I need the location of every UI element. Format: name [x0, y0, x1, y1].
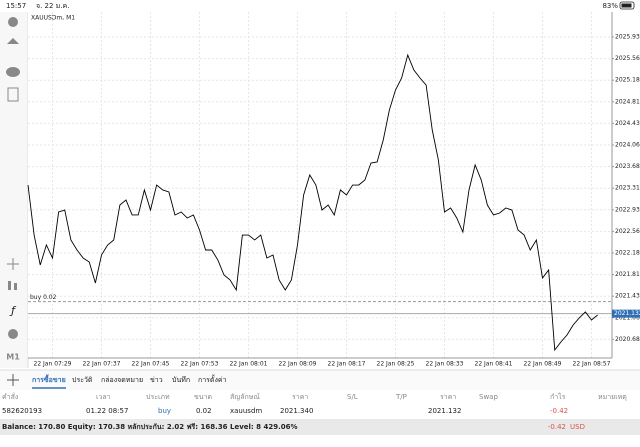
x-tick-label: 22 Jan 08:57	[573, 361, 611, 368]
column-header: คำสั่ง	[2, 392, 18, 401]
y-tick-label: 2024.435	[615, 120, 640, 127]
x-tick-label: 22 Jan 08:25	[377, 361, 415, 368]
chart-title: XAUUSDm, M1	[31, 15, 75, 22]
y-tick-label: 2021.435	[615, 293, 640, 300]
x-tick-label: 22 Jan 07:37	[83, 361, 121, 368]
cell-kind: buy	[158, 407, 171, 415]
position-label: buy 0.02	[30, 294, 57, 301]
column-header: ราคา	[440, 393, 456, 401]
x-tick-label: 22 Jan 08:09	[279, 361, 317, 368]
add-button[interactable]	[7, 374, 19, 386]
column-header: T/P	[395, 393, 407, 401]
status-battery: 83%	[602, 2, 618, 10]
tab[interactable]: การซื้อขาย	[32, 373, 66, 384]
y-tick-label: 2023.685	[615, 163, 640, 170]
chart-type-icon[interactable]	[8, 281, 11, 290]
indicators-icon[interactable]: ƒ	[9, 304, 17, 317]
column-header: ขนาด	[194, 393, 212, 401]
y-tick-label: 2022.185	[615, 249, 640, 256]
cell-volume: 0.02	[196, 407, 212, 415]
y-tick-label: 2022.560	[615, 228, 640, 235]
cell-price: 2021.132	[428, 407, 461, 415]
cell-order: 582620193	[2, 407, 42, 415]
cell-profit: -0.42	[550, 407, 568, 415]
battery-level	[621, 3, 632, 8]
trade-panel: การซื้อขาย ประวัติ กล่องจดหมาย ข่าว บันทึก กา…	[0, 373, 640, 435]
x-tick-label: 22 Jan 08:17	[328, 361, 366, 368]
cell-symbol: xauusdm	[230, 407, 262, 415]
column-header: Swap	[479, 393, 498, 401]
x-tick-label: 22 Jan 08:41	[475, 361, 513, 368]
x-tick-label: 22 Jan 07:53	[181, 361, 219, 368]
y-tick-label: 2023.310	[615, 185, 640, 192]
tab-bar	[0, 370, 640, 390]
column-header: ราคา	[292, 393, 308, 401]
y-tick-label: 2021.810	[615, 271, 640, 278]
y-tick-label: 2025.560	[615, 55, 640, 62]
tab[interactable]: บันทึก	[172, 375, 190, 384]
plot-area	[28, 12, 612, 358]
cell-time: 01.22 08:57	[86, 407, 128, 415]
battery-icon	[619, 1, 635, 10]
summary-profit: -0.42	[548, 423, 566, 431]
column-header: ประเภท	[146, 393, 170, 401]
cell-open-price: 2021.340	[280, 407, 313, 415]
chart: XAUUSDm, M1 2025.935 2025.560 2025.185 2024.…	[27, 12, 640, 368]
current-price-box	[612, 309, 640, 318]
y-tick-label: 2022.935	[615, 206, 640, 213]
x-tick-label: 22 Jan 08:49	[524, 361, 562, 368]
column-header: S/L	[347, 393, 358, 401]
column-header: สัญลักษณ์	[230, 393, 260, 401]
tab[interactable]: การตั้งค่า	[198, 373, 227, 384]
new-order-icon[interactable]	[7, 87, 19, 102]
x-tick-label: 22 Jan 07:45	[132, 361, 170, 368]
summary-currency: USD	[570, 423, 585, 431]
column-header: กำไร	[550, 392, 566, 401]
current-price-label: 2021.132	[614, 310, 640, 317]
status-date: จ. 22 ม.ค.	[36, 2, 69, 10]
y-tick-label: 2021.060	[615, 314, 640, 321]
objects-icon[interactable]	[8, 329, 18, 339]
y-tick-label: 2025.185	[615, 77, 640, 84]
tab[interactable]: กล่องจดหมาย	[101, 376, 143, 384]
status-time: 15:57	[6, 2, 26, 10]
y-tick-label: 2024.060	[615, 141, 640, 148]
account-icon[interactable]	[8, 17, 18, 27]
tab[interactable]: ข่าว	[150, 376, 163, 384]
tab[interactable]: ประวัติ	[72, 376, 93, 384]
x-tick-label: 22 Jan 08:01	[230, 361, 268, 368]
chart-type-icon-2[interactable]	[14, 283, 17, 290]
chat-icon[interactable]	[6, 67, 20, 77]
x-tick-label: 22 Jan 07:29	[34, 361, 72, 368]
price-line	[27, 53, 598, 352]
column-header: หมายเหตุ	[598, 393, 627, 401]
y-tick-label: 2020.685	[615, 336, 640, 343]
x-tick-label: 22 Jan 08:33	[426, 361, 464, 368]
trade-icon[interactable]	[7, 38, 19, 44]
timeframe-button[interactable]: M1	[6, 353, 20, 362]
y-tick-label: 2024.810	[615, 98, 640, 105]
summary-bar	[0, 419, 640, 435]
summary-text: Balance: 170.80 Equity: 170.38 หลักประกั…	[2, 423, 297, 431]
column-header: เวลา	[96, 393, 111, 401]
y-tick-label: 2025.935	[615, 33, 640, 40]
crosshair-icon[interactable]	[7, 258, 19, 270]
